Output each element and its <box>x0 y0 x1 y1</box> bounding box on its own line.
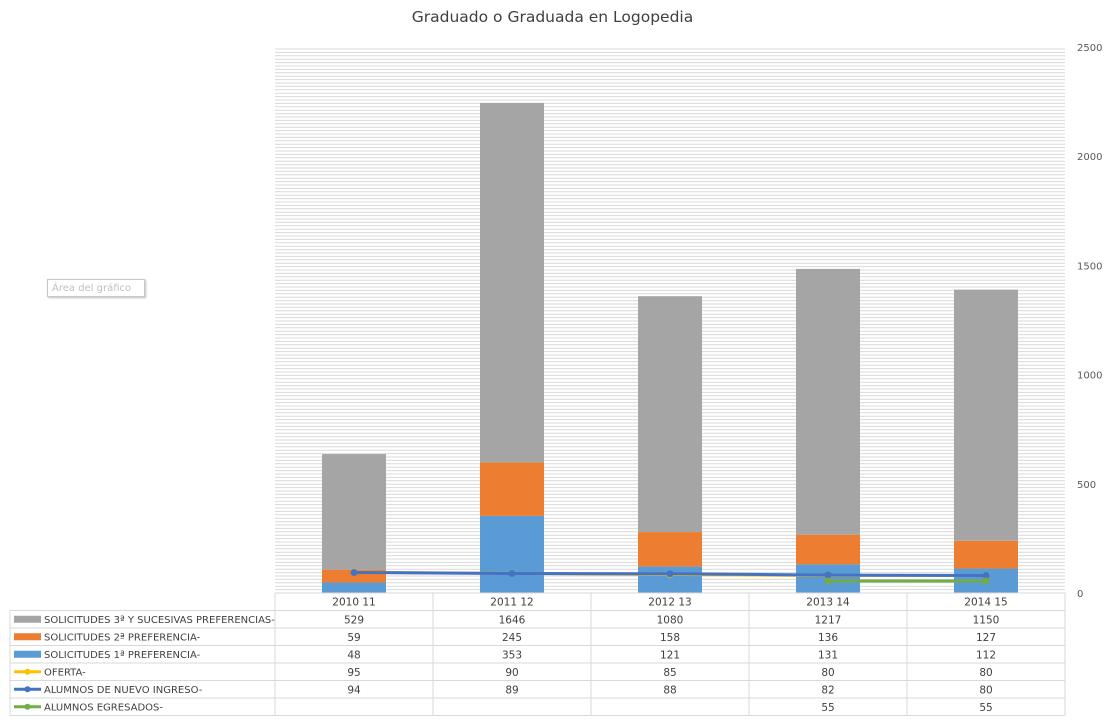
chart-title: Graduado o Graduada en Logopedia <box>411 8 694 26</box>
data-table-cell: 529 <box>344 614 364 626</box>
data-table-cell: 245 <box>502 632 522 644</box>
data-table-cell: 85 <box>663 667 676 679</box>
data-table-cell: 127 <box>976 632 996 644</box>
data-table-cell: 88 <box>663 684 676 696</box>
data-table-cell: 95 <box>347 667 360 679</box>
data-table-cell: 82 <box>821 684 834 696</box>
data-table-cell: 55 <box>821 702 834 714</box>
series-point <box>982 572 990 580</box>
series-point <box>666 570 674 578</box>
data-table-cell: 80 <box>979 684 992 696</box>
data-table-cell: 80 <box>979 667 992 679</box>
legend-swatch-marker <box>24 686 31 693</box>
legend-label: SOLICITUDES 3ª Y SUCESIVAS PREFERENCIAS- <box>44 615 275 626</box>
bar-segment <box>480 515 544 593</box>
legend-label: ALUMNOS EGRESADOS- <box>44 702 163 713</box>
y-tick-label: 2500 <box>1077 43 1102 54</box>
bar-segment <box>638 296 702 533</box>
legend-swatch-marker <box>24 668 31 675</box>
data-table-cell: 1150 <box>973 614 1000 626</box>
data-table-cell: 112 <box>976 649 996 661</box>
bar-segment <box>638 532 702 567</box>
series-point <box>824 577 832 585</box>
y-tick-label: 0 <box>1077 589 1083 600</box>
bar-segment <box>954 540 1018 569</box>
y-tick-label: 1500 <box>1077 261 1102 272</box>
data-table-cell: 1080 <box>657 614 684 626</box>
data-table-cell: 94 <box>347 684 361 696</box>
x-tick-label: 2013 14 <box>806 597 850 609</box>
legend-label: SOLICITUDES 2ª PREFERENCIA- <box>44 632 201 643</box>
x-tick-label: 2010 11 <box>332 597 375 609</box>
y-tick-label: 1000 <box>1077 371 1102 382</box>
series-point <box>350 568 358 576</box>
data-table-cell: 136 <box>818 632 838 644</box>
data-table-cell: 80 <box>821 667 834 679</box>
data-table-cell: 131 <box>818 649 838 661</box>
legend-swatch <box>14 615 41 623</box>
legend-label: OFERTA- <box>44 667 86 678</box>
series-point <box>824 571 832 579</box>
chart-area-tooltip: Área del gráfico <box>47 279 145 297</box>
legend-label: SOLICITUDES 1ª PREFERENCIA- <box>44 650 201 661</box>
series-point <box>508 570 516 578</box>
bar-segment <box>480 102 544 463</box>
data-table-cell: 1217 <box>815 614 842 626</box>
data-table-cell: 59 <box>347 632 360 644</box>
bar-segment <box>322 582 386 593</box>
data-table-cell: 1646 <box>499 614 526 626</box>
y-tick-label: 2000 <box>1077 152 1102 163</box>
data-table-cell: 90 <box>505 667 518 679</box>
data-table-cell: 55 <box>979 702 992 714</box>
x-tick-label: 2014 15 <box>964 597 1007 609</box>
x-tick-label: 2012 13 <box>648 597 691 609</box>
data-table-cell: 158 <box>660 632 680 644</box>
data-table-cell: 48 <box>347 649 360 661</box>
bar-segment <box>796 268 860 535</box>
series-point <box>982 577 990 585</box>
bar-segment <box>322 454 386 570</box>
bar-segment <box>796 534 860 565</box>
data-table-cell: 353 <box>502 649 522 661</box>
bar-segment <box>954 289 1018 541</box>
bar-segment <box>480 462 544 516</box>
data-table-cell: 89 <box>505 684 518 696</box>
x-tick-label: 2011 12 <box>490 597 533 609</box>
legend-swatch <box>14 633 41 641</box>
data-table-cell: 121 <box>660 649 680 661</box>
legend-swatch-marker <box>24 703 31 710</box>
y-tick-label: 500 <box>1077 480 1096 491</box>
legend-label: ALUMNOS DE NUEVO INGRESO- <box>44 685 203 696</box>
legend-swatch <box>14 650 41 658</box>
